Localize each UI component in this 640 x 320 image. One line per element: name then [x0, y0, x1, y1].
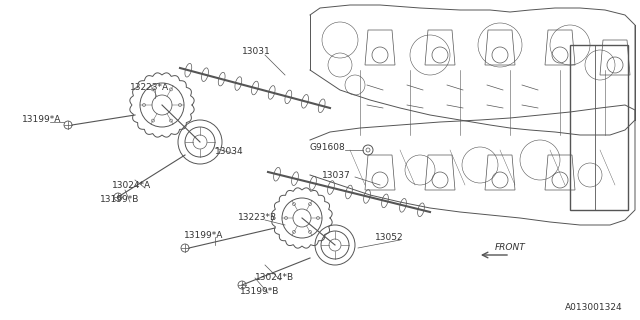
Text: 13034: 13034 [215, 148, 244, 156]
Text: G91608: G91608 [310, 143, 346, 153]
Text: 13199*A: 13199*A [22, 116, 61, 124]
Text: 13052: 13052 [375, 234, 404, 243]
Bar [570, 45, 628, 210]
Text: 13199*B: 13199*B [100, 196, 140, 204]
Text: A013001324: A013001324 [565, 303, 623, 313]
Text: 13223*A: 13223*A [130, 83, 169, 92]
Text: 13199*B: 13199*B [240, 286, 280, 295]
Text: 13031: 13031 [242, 47, 271, 57]
Text: 13024*B: 13024*B [255, 274, 294, 283]
Text: 13199*A: 13199*A [184, 230, 223, 239]
Text: 13024*A: 13024*A [112, 180, 151, 189]
Text: FRONT: FRONT [495, 244, 525, 252]
Text: 13223*B: 13223*B [238, 213, 277, 222]
Text: 13037: 13037 [322, 171, 351, 180]
